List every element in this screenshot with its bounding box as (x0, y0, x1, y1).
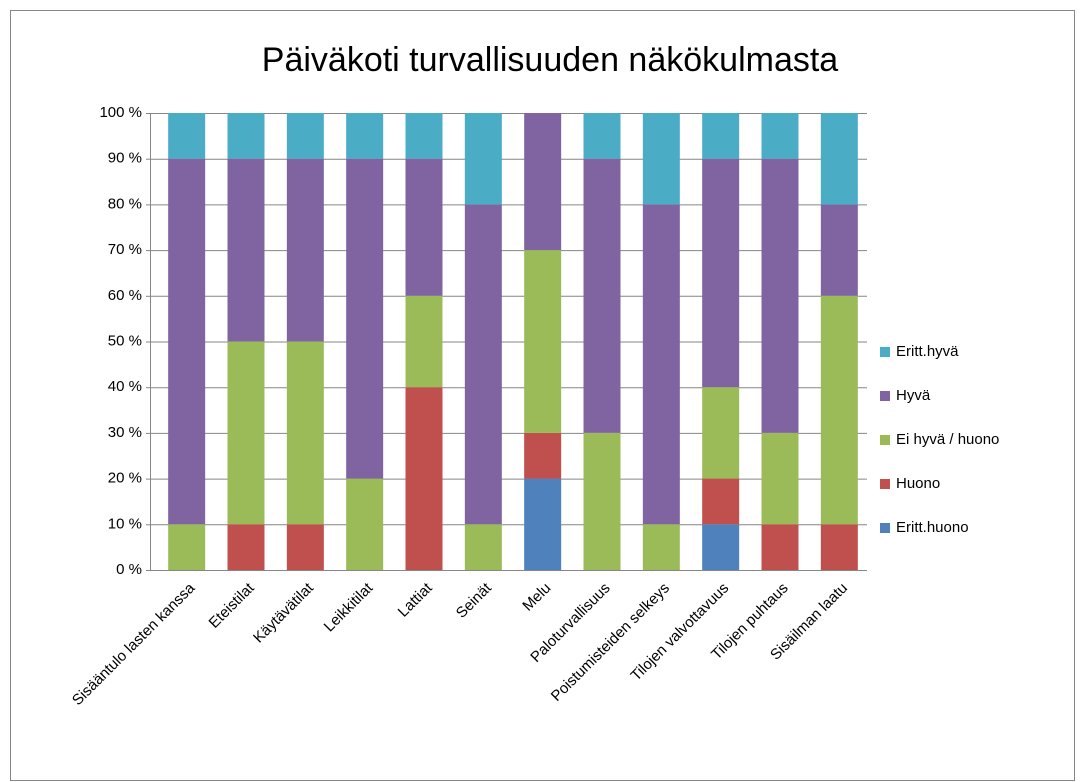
y-tick-label: 20 % (108, 470, 142, 487)
bar-segment (227, 158, 265, 342)
bar-segment (227, 341, 265, 525)
bar-segment (227, 113, 265, 159)
legend-swatch (880, 347, 890, 357)
bar-segment (405, 295, 443, 388)
legend-swatch (880, 435, 890, 445)
bar-segment (524, 432, 562, 479)
bar-segment (227, 524, 265, 570)
bar-segment (405, 387, 443, 570)
legend-swatch (880, 391, 890, 401)
bar-segment (524, 478, 562, 570)
y-tick-label: 30 % (108, 424, 142, 441)
y-tick-label: 80 % (108, 195, 142, 212)
bar-segment (524, 250, 562, 433)
bar-segment (346, 113, 384, 159)
y-tick-label: 0 % (116, 561, 142, 578)
bar-segment (702, 158, 740, 388)
bar-segment (702, 524, 740, 570)
bar-segment (524, 113, 562, 251)
bar-segment (405, 113, 443, 159)
bar-segment (464, 113, 502, 205)
chart-title: Päiväkoti turvallisuuden näkökulmasta (262, 41, 839, 79)
bar-segment (761, 158, 799, 433)
bar-segment (642, 524, 680, 570)
y-tick-label: 10 % (108, 515, 142, 532)
bar-segment (642, 113, 680, 205)
bar-segment (168, 524, 206, 570)
bar-segment (761, 113, 799, 159)
bar-segment (820, 295, 858, 525)
y-tick-label: 90 % (108, 150, 142, 167)
bar-segment (642, 204, 680, 525)
bar-segment (168, 113, 206, 159)
bar-segment (761, 524, 799, 570)
legend-swatch (880, 523, 890, 533)
bar-segment (702, 387, 740, 479)
bar-segment (405, 158, 443, 296)
bar-segment (286, 341, 324, 525)
y-tick-label: 60 % (108, 287, 142, 304)
bar-segment (761, 432, 799, 525)
bar-segment (168, 158, 206, 525)
y-tick-label: 40 % (108, 378, 142, 395)
legend-label: Ei hyvä / huono (896, 431, 999, 448)
legend-swatch (880, 479, 890, 489)
bar-segment (346, 158, 384, 479)
bar-segment (346, 478, 384, 570)
bar-segment (583, 158, 621, 433)
bar-segment (820, 204, 858, 296)
bar-segment (464, 204, 502, 525)
bar-segment (702, 478, 740, 525)
bar-segment (820, 524, 858, 570)
bar-segment (702, 113, 740, 159)
legend-label: Eritt.huono (896, 519, 969, 536)
legend-label: Huono (896, 475, 940, 492)
bar-segment (820, 113, 858, 205)
bar-segment (464, 524, 502, 570)
y-tick-label: 50 % (108, 332, 142, 349)
y-tick-label: 100 % (99, 104, 142, 121)
bar-segment (286, 113, 324, 159)
legend-label: Hyvä (896, 387, 931, 404)
bar-segment (583, 113, 621, 159)
legend-label: Eritt.hyvä (896, 343, 959, 360)
bar-segment (583, 432, 621, 570)
y-tick-label: 70 % (108, 241, 142, 258)
bar-segment (286, 158, 324, 342)
bar-segment (286, 524, 324, 570)
